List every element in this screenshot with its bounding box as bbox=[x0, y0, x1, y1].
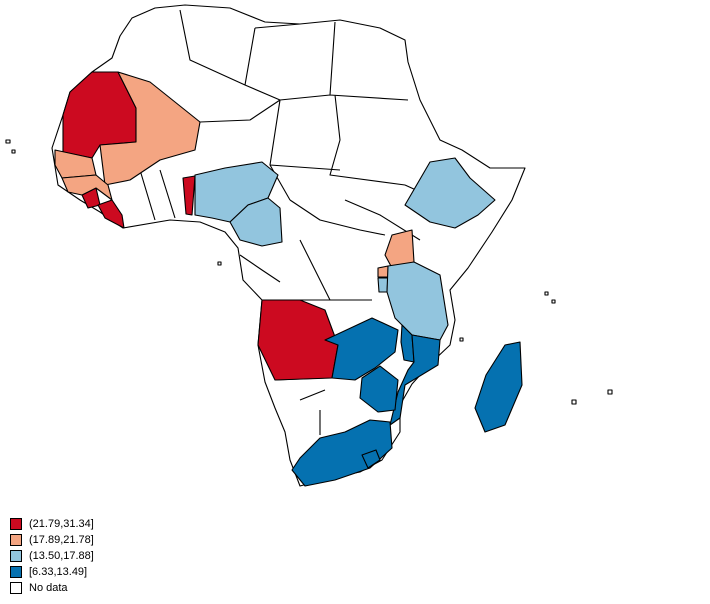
legend-swatch bbox=[10, 518, 22, 530]
country-mali bbox=[99, 71, 201, 186]
legend-label: No data bbox=[29, 582, 68, 594]
legend-swatch bbox=[10, 534, 22, 546]
legend-item: (13.50,17.88] bbox=[10, 548, 170, 564]
country-madagascar bbox=[474, 341, 523, 433]
legend-item: [6.33,13.49] bbox=[10, 564, 170, 580]
island-sao-tome bbox=[217, 261, 222, 266]
country-zimbabwe bbox=[359, 365, 399, 413]
country-ethiopia bbox=[404, 157, 496, 229]
country-malawi bbox=[400, 324, 415, 363]
island-comoros bbox=[459, 337, 464, 342]
legend-item: (17.89,21.78] bbox=[10, 532, 170, 548]
legend-label: (17.89,21.78] bbox=[29, 534, 94, 546]
country-guinea bbox=[61, 174, 113, 201]
map-legend: (21.79,31.34] (17.89,21.78] (13.50,17.88… bbox=[10, 516, 170, 596]
legend-item: No data bbox=[10, 580, 170, 596]
country-south-africa bbox=[291, 419, 393, 487]
legend-label: (21.79,31.34] bbox=[29, 518, 94, 530]
island-mauritius bbox=[571, 389, 613, 405]
legend-swatch bbox=[10, 550, 22, 562]
country-liberia bbox=[97, 199, 125, 229]
legend-label: (13.50,17.88] bbox=[29, 550, 94, 562]
country-rwanda bbox=[377, 265, 389, 278]
legend-swatch bbox=[10, 566, 22, 578]
legend-item: (21.79,31.34] bbox=[10, 516, 170, 532]
country-burundi bbox=[377, 277, 389, 293]
legend-swatch bbox=[10, 582, 22, 594]
country-zambia bbox=[324, 317, 399, 381]
island-cape-verde bbox=[5, 139, 16, 154]
island-seychelles bbox=[544, 291, 556, 304]
country-lesotho bbox=[361, 449, 381, 469]
country-benin bbox=[182, 175, 196, 216]
country-cameroon bbox=[229, 197, 283, 247]
legend-label: [6.33,13.49] bbox=[29, 566, 88, 578]
country-mozambique bbox=[389, 334, 441, 426]
